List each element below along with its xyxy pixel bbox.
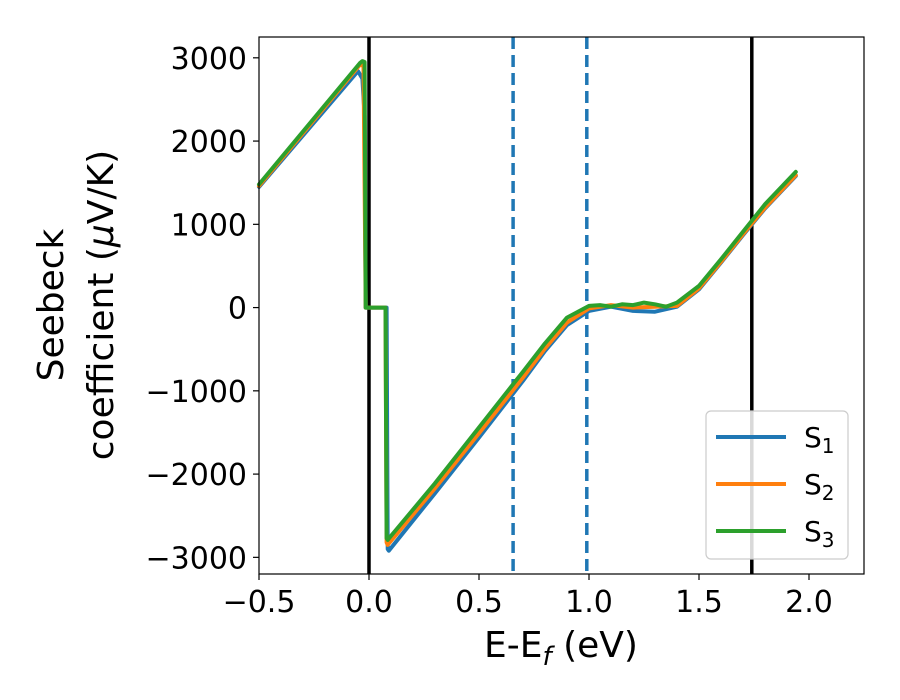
y-tick-label: 2000 <box>171 125 247 160</box>
x-axis: −0.5 0.0 0.5 1.0 1.5 2.0 <box>223 574 833 620</box>
legend-label-s3: S3 <box>804 515 835 552</box>
y-tick-label: −3000 <box>146 541 247 576</box>
y-axis-label-line2: coefficient ( <box>81 247 122 460</box>
y-axis-label-2: coefficient (μV/K) <box>81 150 122 460</box>
y-axis-label-unit: V/K) <box>81 150 122 224</box>
y-tick-label: −2000 <box>146 458 247 493</box>
series-layer <box>257 59 798 553</box>
plot-frame <box>258 36 865 575</box>
legend-label-s2: S2 <box>804 468 835 505</box>
series-line-s3 <box>257 59 798 542</box>
x-tick-label: −0.5 <box>223 585 296 620</box>
x-tick-label: 1.0 <box>565 585 613 620</box>
y-tick-label: −1000 <box>146 375 247 410</box>
y-tick-label: 0 <box>228 292 247 327</box>
x-tick-label: 0.0 <box>345 585 393 620</box>
y-tick-label: 3000 <box>171 42 247 77</box>
svg-text:coefficient (μV/K): coefficient (μV/K) <box>81 150 122 460</box>
y-axis-label-mu: μ <box>81 224 122 248</box>
x-axis-label: E-Ef (eV) <box>484 625 638 672</box>
y-axis: −3000 −2000 −1000 0 1000 2000 3000 <box>146 42 259 576</box>
x-tick-label: 2.0 <box>785 585 833 620</box>
x-tick-label: 1.5 <box>675 585 723 620</box>
y-axis-label: Seebeck <box>31 228 72 381</box>
y-tick-label: 1000 <box>171 208 247 243</box>
plot-area <box>257 36 865 575</box>
legend-label-s1: S1 <box>804 421 835 458</box>
x-tick-label: 0.5 <box>455 585 503 620</box>
y-axis-label-line1: Seebeck <box>31 228 72 381</box>
legend: S1 S2 S3 <box>705 410 849 560</box>
